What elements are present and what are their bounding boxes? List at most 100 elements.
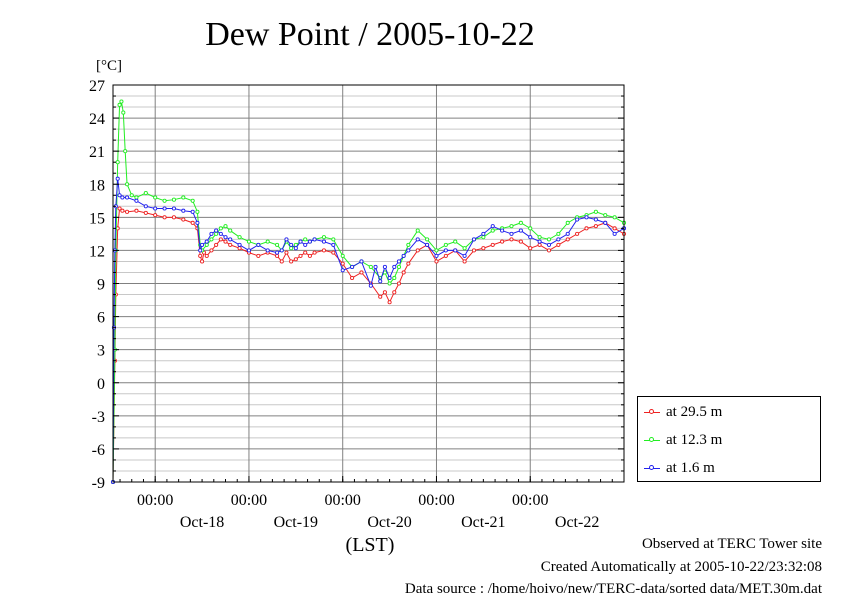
data-point [198, 253, 203, 258]
data-point [218, 226, 223, 231]
data-point [603, 220, 608, 225]
data-point [331, 250, 336, 255]
data-point [368, 264, 373, 270]
data-point [237, 235, 242, 240]
footer-source: Data source : /home/hoivo/new/TERC-data/… [404, 581, 822, 597]
data-point [387, 275, 392, 281]
data-point [387, 281, 392, 286]
legend-swatch-29-5m [644, 407, 660, 417]
data-point [214, 231, 219, 236]
data-point [378, 294, 383, 299]
data-point [190, 209, 195, 214]
data-point [143, 204, 148, 209]
chart-title: Dew Point / 2005-10-22 [205, 16, 535, 53]
data-point [481, 235, 486, 240]
data-point [406, 261, 411, 266]
data-point [237, 242, 242, 247]
data-point [307, 253, 312, 258]
data-point [162, 215, 167, 220]
data-point [123, 149, 128, 154]
data-point [120, 208, 125, 213]
data-point [125, 209, 130, 214]
data-point [612, 226, 617, 231]
data-point [289, 246, 294, 251]
data-point [406, 242, 411, 247]
data-point [298, 253, 303, 258]
y-tick-label: 18 [89, 177, 105, 194]
data-point [575, 231, 580, 236]
x-time-label: 00:00 [231, 492, 267, 509]
data-point [593, 224, 598, 229]
data-point [359, 259, 364, 264]
data-point [481, 231, 486, 236]
data-point [181, 195, 186, 200]
data-point [373, 264, 378, 270]
series-layer [110, 99, 627, 485]
legend-label: at 1.6 m [666, 459, 715, 476]
legend-item-29-5m: at 29.5 m [644, 402, 722, 422]
data-point [556, 231, 561, 236]
data-point [265, 239, 270, 244]
data-point [125, 182, 130, 187]
data-point [528, 226, 533, 231]
data-point [214, 228, 219, 233]
data-point [593, 209, 598, 214]
data-point [190, 198, 195, 203]
data-point [518, 220, 523, 225]
x-time-label: 00:00 [137, 492, 173, 509]
legend-item-1-6m: at 1.6 m [644, 458, 715, 478]
data-point [204, 242, 209, 247]
data-point [284, 250, 289, 255]
legend-item-12-3m: at 12.3 m [644, 430, 722, 450]
data-point [528, 235, 533, 240]
data-point [575, 217, 580, 222]
data-point [204, 253, 209, 258]
legend-swatch-1-6m [644, 463, 660, 473]
x-date-label: Oct-20 [367, 514, 411, 531]
data-point [119, 99, 124, 104]
data-point [181, 208, 186, 213]
x-date-label: Oct-19 [274, 514, 318, 531]
data-point [537, 239, 542, 244]
data-point [331, 237, 336, 242]
data-point [143, 191, 148, 196]
data-point [612, 231, 617, 236]
data-point [481, 246, 486, 251]
data-point [200, 259, 205, 264]
data-point [171, 206, 176, 211]
data-point [509, 224, 514, 229]
data-point [246, 248, 252, 253]
y-tick-label: 0 [97, 376, 105, 393]
data-point [209, 237, 214, 242]
data-point [200, 242, 205, 247]
data-point [565, 220, 570, 225]
data-point [612, 215, 617, 220]
data-point [181, 217, 186, 222]
data-point [293, 246, 298, 251]
data-point [321, 239, 327, 244]
footer-created: Created Automatically at 2005-10-22/23:3… [540, 559, 822, 575]
data-point [396, 264, 402, 270]
data-point [518, 228, 523, 233]
data-point [198, 248, 203, 253]
data-point [443, 253, 448, 258]
data-point [312, 250, 317, 255]
data-point [223, 239, 228, 244]
data-point [246, 239, 252, 244]
data-point [537, 242, 542, 247]
data-point [120, 195, 125, 200]
data-point [453, 239, 458, 244]
data-point [528, 246, 533, 251]
data-point [134, 198, 139, 203]
data-point [117, 193, 122, 198]
data-point [392, 264, 397, 270]
data-point [284, 237, 289, 242]
x-axis-label: (LST) [346, 534, 395, 556]
y-tick-label: -9 [92, 475, 105, 492]
data-point [584, 215, 589, 220]
data-point [331, 242, 336, 247]
data-point [275, 250, 280, 255]
data-point [556, 237, 561, 242]
data-point [425, 242, 430, 247]
data-point [279, 248, 284, 253]
